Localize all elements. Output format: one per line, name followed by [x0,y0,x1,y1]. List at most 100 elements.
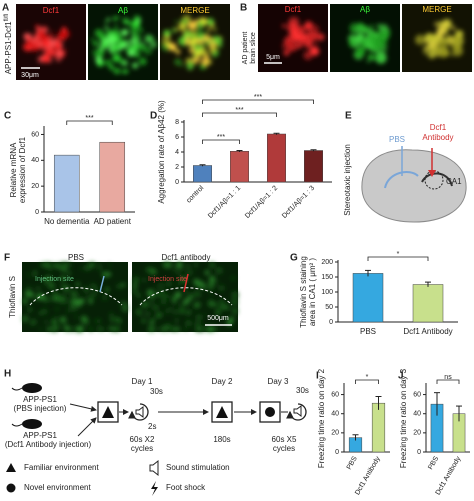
signal-spot [185,39,191,46]
signal-spot [205,29,210,35]
group-label: (Dcf1 Antibody injection) [5,440,92,449]
signal-spot [204,56,208,59]
signal-spot [200,58,205,63]
signal-spot [209,262,215,268]
signal-spot [219,36,222,39]
cycle-label: cycles [131,444,153,453]
signal-spot [169,43,177,52]
bar [412,284,444,323]
significance-label: *** [217,134,225,141]
signal-spot [64,326,71,332]
signal-spot [173,327,177,331]
y-axis-label: area in CA1 ( μm² ) [308,258,317,327]
significance-label: *** [254,94,262,101]
y-tick-label: 0 [175,179,179,186]
signal-spot [194,327,199,331]
signal-spot [55,307,60,312]
signal-spot [30,323,33,327]
bar [230,151,249,183]
signal-spot [51,290,58,297]
signal-spot [53,263,58,267]
signal-spot [90,37,94,41]
signal-spot [192,54,197,59]
significance-bracket [66,120,113,125]
signal-spot [369,23,375,29]
signal-spot [179,276,187,284]
signal-spot [375,52,387,64]
image-title: PBS [68,253,84,262]
signal-spot [377,23,381,28]
y-tick-label: 60 [31,131,39,138]
signal-spot [208,281,215,288]
signal-spot [137,293,141,298]
bar [53,154,80,213]
signal-spot [355,35,358,38]
signal-spot [39,327,42,331]
signal-spot [52,53,57,58]
signal-spot [186,296,191,301]
signal-spot [36,286,41,291]
signal-spot [282,24,286,28]
signal-spot [111,58,114,62]
legend-icon [6,483,16,493]
signal-spot [354,50,362,57]
significance-label: *** [85,115,93,122]
signal-spot [215,280,219,283]
signal-spot [204,270,210,275]
signal-spot [70,290,78,297]
signal-spot [218,305,222,309]
signal-spot [30,319,37,325]
signal-spot [43,53,48,57]
signal-spot [41,33,49,42]
y-tick-label: 100 [321,289,333,296]
significance-bracket [202,112,277,117]
signal [160,14,223,71]
signal-spot [69,305,75,311]
signal-spot [197,36,201,39]
signal-spot [152,316,156,321]
signal-spot [297,43,302,49]
signal-spot [366,28,375,37]
signal-spot [94,319,97,323]
signal-spot [174,20,178,24]
time-label: 30s [150,387,163,396]
signal-spot [158,327,162,331]
y-axis-label: Freezing time ratio on day 2 [317,368,326,468]
signal-spot [194,263,198,267]
signal-spot [121,60,124,63]
signal-spot [44,28,49,32]
signal-spot [177,303,180,307]
signal-spot [93,54,97,58]
signal-spot [215,309,221,315]
bar [193,165,212,183]
cycle-label: 60s X5 [272,435,297,444]
signal-spot [49,296,54,301]
marker-label: Injection site [148,276,187,283]
y-axis-label: Aggregation rate of Aβ42 (%) [157,100,166,204]
dashed-outline [29,287,123,306]
significance-label: *** [235,107,243,114]
signal-spot [119,39,126,45]
signal-spot [181,306,185,309]
signal-spot [164,264,168,267]
signal-spot [124,69,129,74]
signal-spot [37,55,45,63]
signal-spot [156,327,159,331]
significance-label: * [397,251,400,258]
scale-label: 30μm [21,72,39,79]
antibody-label: Antibody [422,133,453,142]
signal-spot [190,36,199,45]
legend-icon [149,459,159,477]
image-label: Dcf1 [43,6,60,15]
y-tick-label: 0 [329,319,333,326]
signal-spot [180,63,184,67]
signal-spot [186,265,190,269]
signal [21,261,129,333]
signal-spot [196,314,203,321]
signal-spot [119,34,123,38]
signal-spot [150,300,154,304]
significance-bracket [202,139,240,144]
signal-spot [23,32,31,41]
signal-spot [185,319,192,326]
cycle-icon [128,403,149,421]
